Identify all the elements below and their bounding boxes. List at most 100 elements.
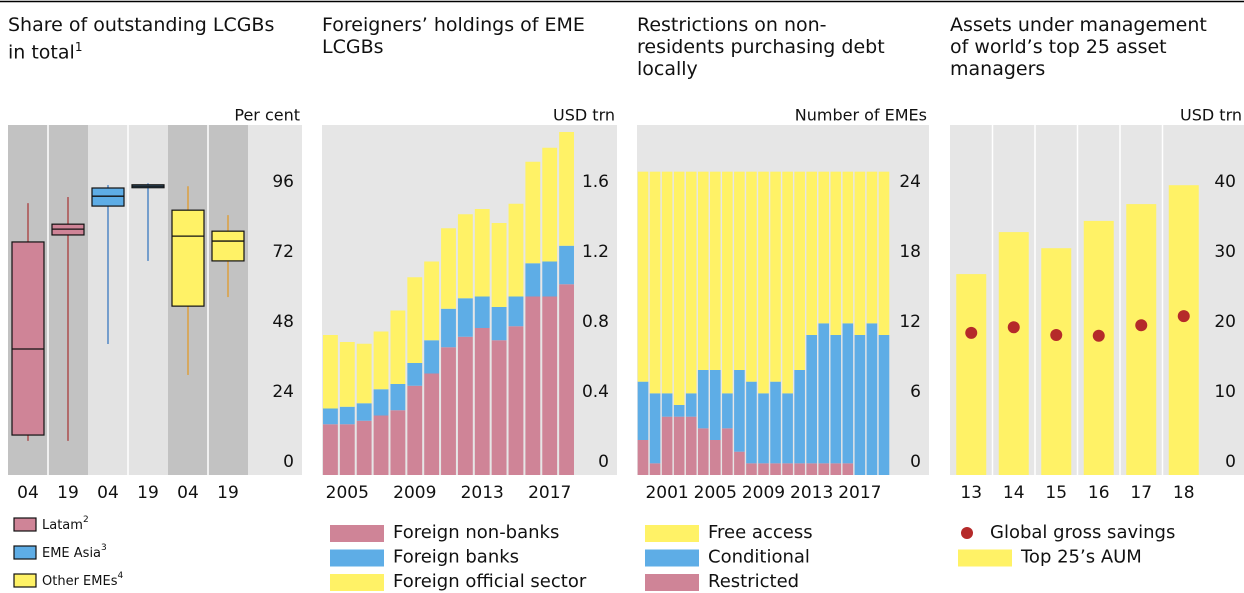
x-tick-label: 04: [17, 483, 39, 503]
bar: [956, 274, 987, 475]
y-tick-label: 30: [1214, 242, 1236, 262]
y-tick-label: 24: [272, 382, 294, 402]
bar-segment: [542, 296, 558, 475]
bar-segment: [818, 323, 830, 464]
dot: [965, 326, 978, 339]
bar-segment: [758, 393, 769, 464]
legend-swatch: [645, 525, 699, 542]
panel-title: Foreigners’ holdings of EME LCGBs: [322, 14, 585, 58]
bar-segment: [407, 363, 423, 386]
dot: [1092, 329, 1105, 342]
unit-label: USD trn: [553, 106, 615, 125]
bar-segment: [782, 393, 793, 464]
bar-segment: [673, 416, 685, 475]
bar-segment: [424, 373, 440, 475]
unit-label: Per cent: [234, 106, 300, 125]
y-tick-label: 18: [899, 242, 921, 262]
legend-label: Foreign banks: [393, 547, 519, 568]
bar-segment: [407, 385, 423, 475]
x-tick-label: 2013: [790, 483, 833, 503]
x-tick-label: 2013: [461, 483, 504, 503]
bar-segment: [734, 171, 745, 370]
bar-segment: [697, 370, 709, 429]
legend-note: 2: [83, 515, 89, 525]
bar-segment: [323, 408, 338, 425]
legend-name: Latam: [42, 518, 83, 533]
bar-segment: [559, 132, 574, 246]
bar-segment: [782, 463, 793, 475]
bar-segment: [697, 171, 709, 370]
bar-segment: [474, 209, 490, 297]
dot: [1050, 329, 1063, 341]
bar-segment: [722, 393, 733, 429]
bar-segment: [508, 296, 524, 327]
bar-segment: [323, 335, 338, 409]
panel-title: Share of outstanding LCGBs in total1: [8, 14, 278, 63]
y-tick-label: 0: [910, 452, 921, 472]
bar-segment: [770, 463, 781, 475]
bar-segment: [758, 171, 769, 394]
legend-swatch: [645, 574, 699, 591]
bar-segment: [854, 171, 866, 335]
bar-segment: [794, 370, 805, 464]
bar-segment: [710, 171, 721, 370]
legend-note: 3: [101, 543, 107, 553]
bar-segment: [710, 370, 721, 440]
x-tick-label: 2009: [393, 483, 436, 503]
legend-swatch: [330, 574, 384, 591]
bar-segment: [842, 171, 854, 324]
x-tick-label: 16: [1088, 483, 1110, 503]
y-tick-label: 1.6: [582, 172, 609, 192]
bar-segment: [339, 342, 355, 407]
x-tick-label: 15: [1045, 483, 1067, 503]
panel-title: Assets under management of world’s top 2…: [950, 14, 1207, 80]
bar-segment: [806, 463, 817, 475]
bar-segment: [474, 296, 490, 328]
legend-swatch: [330, 549, 384, 567]
bar-segment: [356, 343, 372, 404]
bar-segment: [542, 261, 558, 297]
dot: [1135, 319, 1148, 332]
panel-title: Restrictions on non-residents purchasing…: [637, 14, 885, 80]
bar-segment: [782, 171, 793, 394]
y-tick-label: 0: [1225, 452, 1236, 472]
bar-segment: [491, 223, 507, 307]
x-tick-label: 2017: [838, 483, 881, 503]
bar-segment: [339, 424, 355, 475]
bar-segment: [818, 463, 830, 475]
bar-segment: [508, 203, 524, 297]
bar-segment: [770, 381, 781, 464]
box: [11, 241, 45, 436]
bar-segment: [758, 463, 769, 475]
unit-label: Number of EMEs: [795, 106, 927, 125]
bar-segment: [441, 228, 456, 309]
box: [211, 230, 245, 262]
x-tick-label: 2017: [528, 483, 571, 503]
x-tick-label: 2005: [694, 483, 737, 503]
bar-segment: [508, 326, 524, 475]
legend-label: Foreign official sector: [393, 571, 587, 592]
y-tick-label: 10: [1214, 382, 1236, 402]
bar-segment: [866, 323, 878, 475]
legend-swatch: [13, 517, 37, 532]
legend-label: Free access: [708, 522, 813, 543]
x-tick-label: 2009: [742, 483, 785, 503]
bar-segment: [794, 463, 805, 475]
bar: [1041, 248, 1072, 475]
bar-segment: [559, 284, 574, 475]
legend-name: EME Asia: [42, 546, 101, 561]
bar-segment: [661, 393, 673, 417]
bar-segment: [842, 323, 854, 464]
bar-segment: [356, 403, 372, 421]
bar-segment: [407, 277, 423, 363]
bar-segment: [323, 424, 338, 475]
x-tick-label: 17: [1130, 483, 1152, 503]
legend-swatch: [330, 525, 384, 542]
y-tick-label: 96: [272, 172, 294, 192]
bar-segment: [373, 415, 389, 475]
bar-segment: [457, 214, 473, 299]
x-tick-label: 04: [177, 483, 199, 503]
bar-segment: [830, 335, 842, 464]
